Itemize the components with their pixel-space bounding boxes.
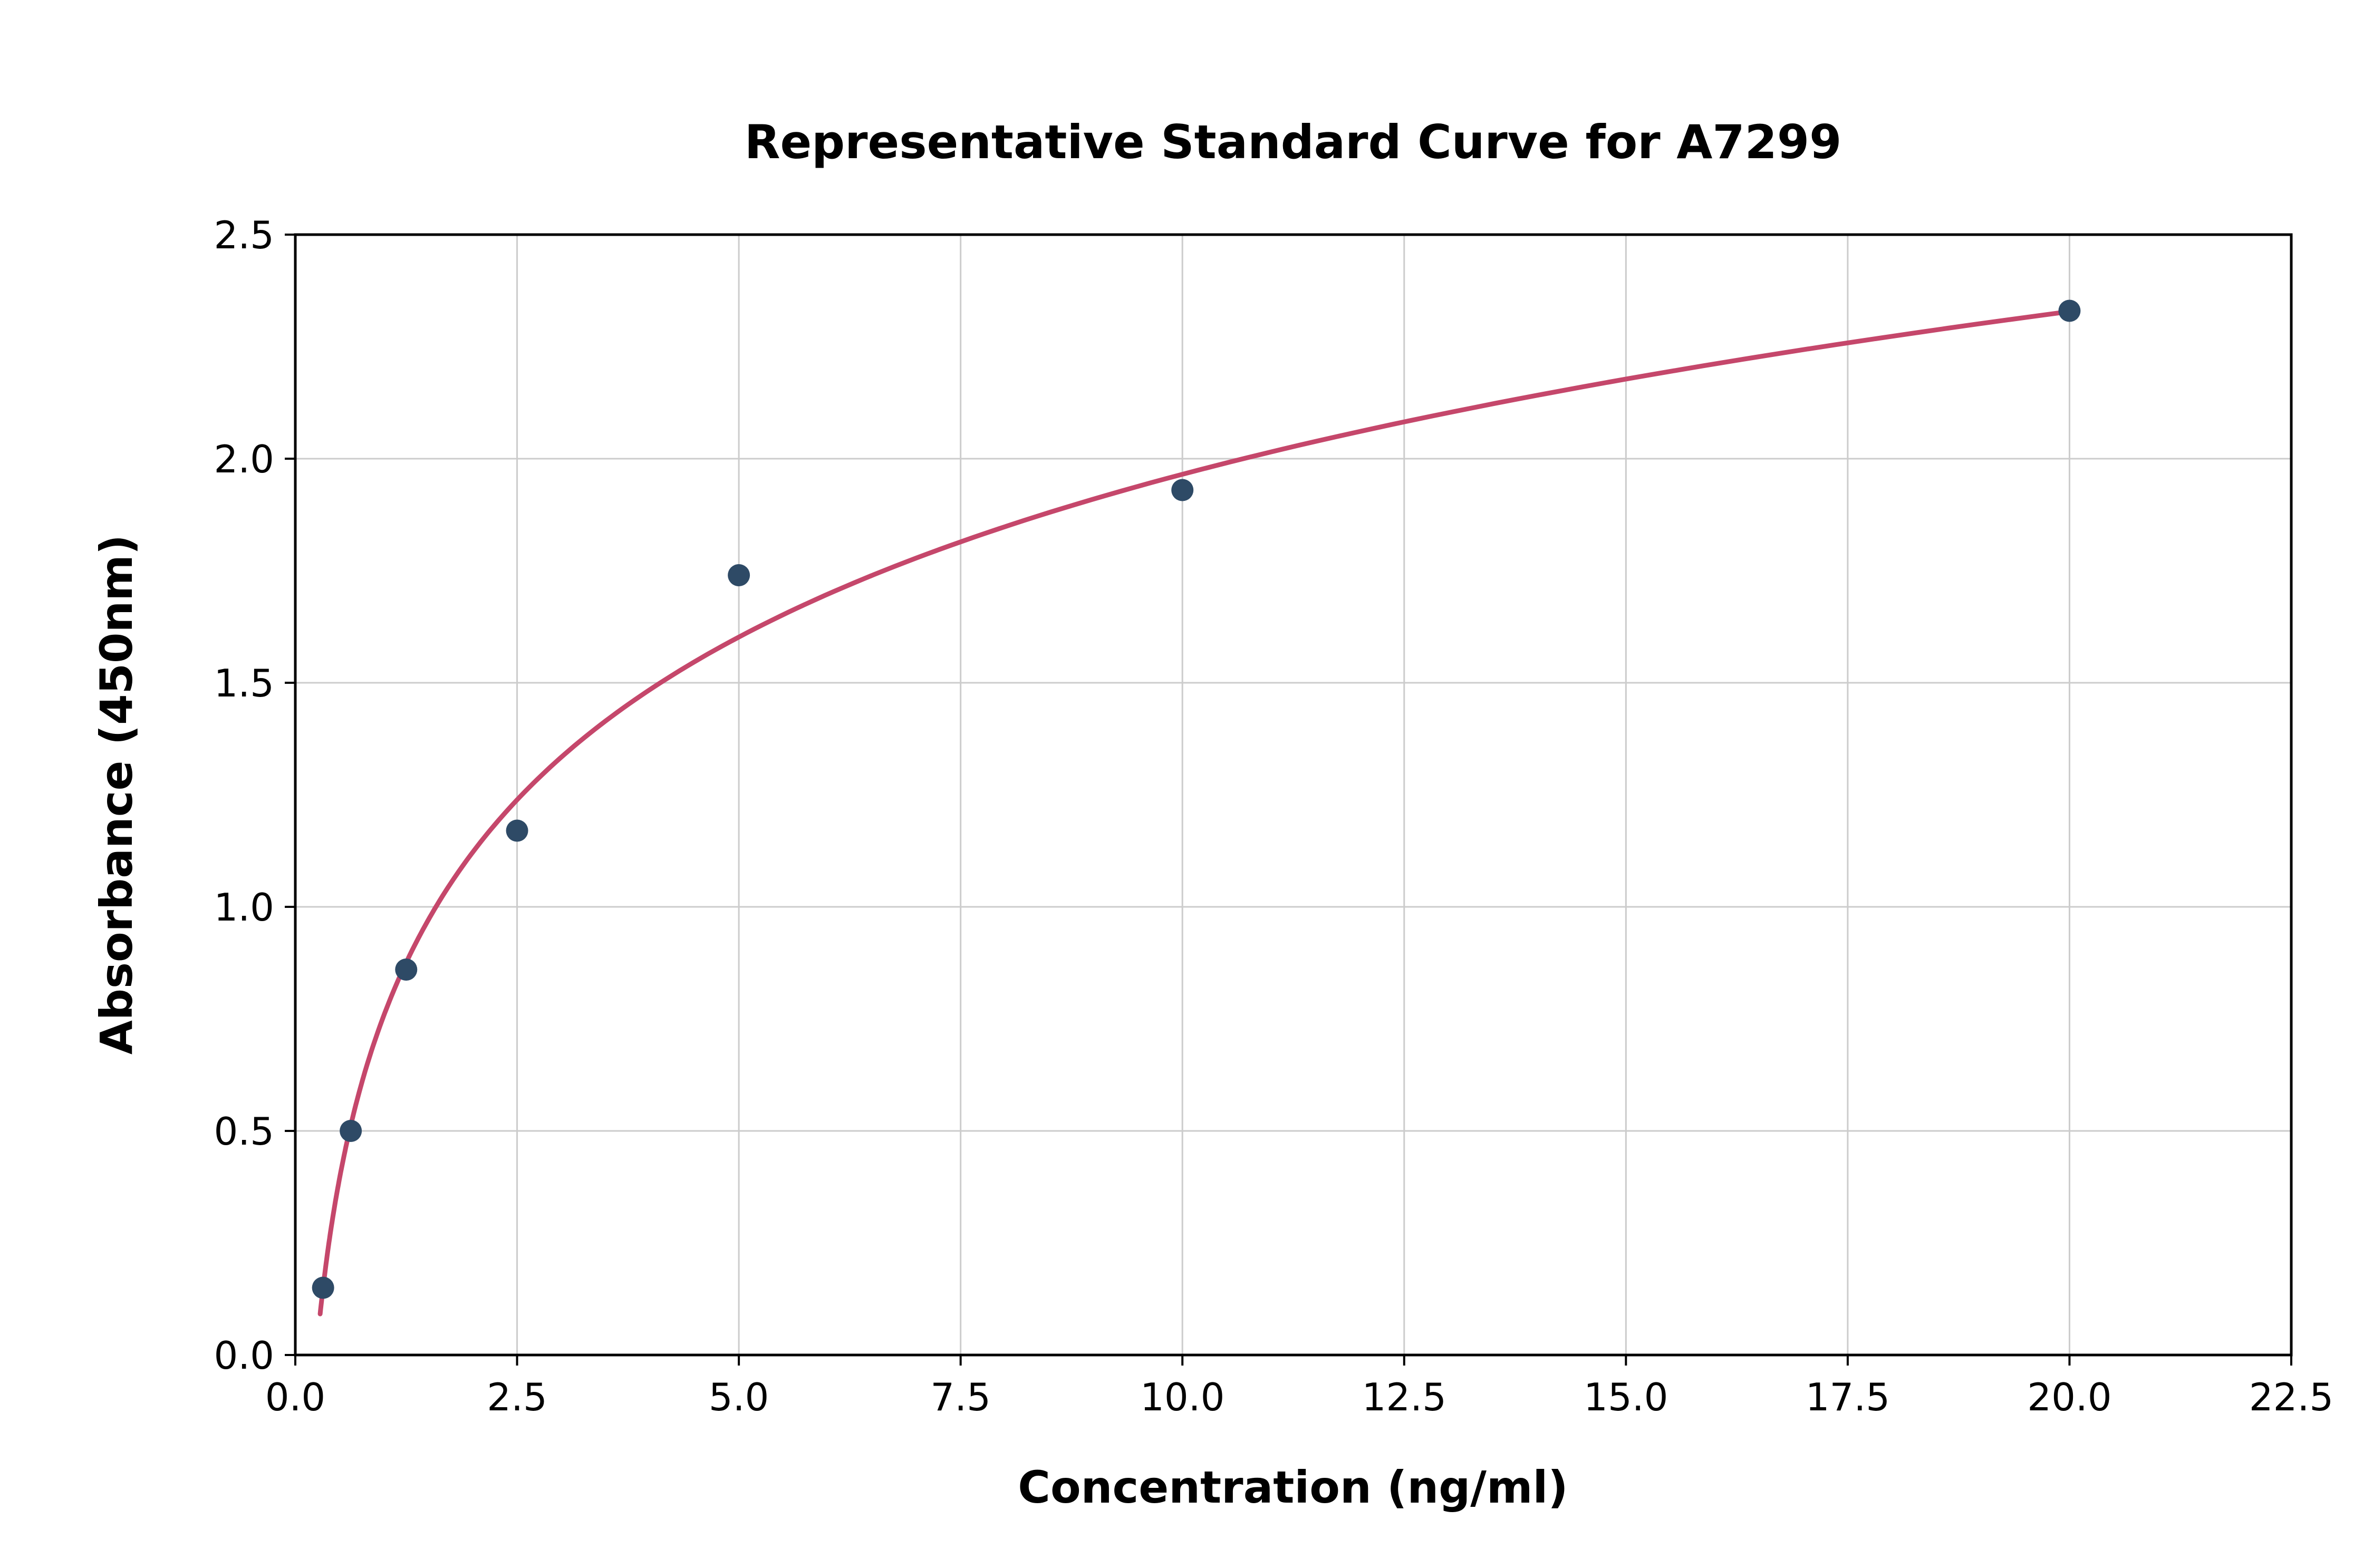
fit-curve bbox=[317, 309, 2072, 1317]
x-tick-label: 0.0 bbox=[265, 1375, 326, 1419]
data-point bbox=[506, 819, 528, 842]
data-point bbox=[340, 1120, 362, 1142]
x-axis-label: Concentration (ng/ml) bbox=[1018, 1461, 1568, 1513]
y-tick-label: 2.0 bbox=[214, 437, 274, 481]
gridlines bbox=[294, 234, 2292, 1356]
data-point bbox=[1171, 479, 1194, 501]
x-tick-label: 7.5 bbox=[930, 1375, 991, 1419]
fit-curve-layer bbox=[317, 309, 2072, 1317]
data-points-layer bbox=[312, 299, 2081, 1299]
y-tick-label: 1.5 bbox=[214, 661, 274, 705]
y-tick-label: 0.5 bbox=[214, 1109, 274, 1154]
x-tick-label: 17.5 bbox=[1806, 1375, 1890, 1419]
chart-title: Representative Standard Curve for A7299 bbox=[745, 115, 1842, 169]
x-tick-label: 15.0 bbox=[1584, 1375, 1668, 1419]
axis-ticks: 0.0 2.5 5.0 7.5 10.0 12.5 15.0 17.5 20.0 22.5 0.0 0… bbox=[214, 213, 2333, 1419]
y-tick-label: 1.0 bbox=[214, 885, 274, 930]
data-point bbox=[395, 959, 418, 981]
plot-border bbox=[294, 233, 2293, 1357]
data-point bbox=[312, 1276, 334, 1299]
x-tick-label: 22.5 bbox=[2249, 1375, 2333, 1419]
y-tick-label: 0.0 bbox=[214, 1333, 274, 1378]
x-tick-label: 20.0 bbox=[2027, 1375, 2111, 1419]
x-tick-label: 2.5 bbox=[487, 1375, 547, 1419]
data-point bbox=[728, 564, 750, 586]
x-tick-label: 10.0 bbox=[1140, 1375, 1224, 1419]
y-axis-label: Absorbance (450nm) bbox=[91, 535, 142, 1054]
data-point bbox=[2058, 299, 2081, 322]
x-tick-label: 12.5 bbox=[1362, 1375, 1446, 1419]
y-tick-label: 2.5 bbox=[214, 213, 274, 257]
x-tick-label: 5.0 bbox=[709, 1375, 769, 1419]
